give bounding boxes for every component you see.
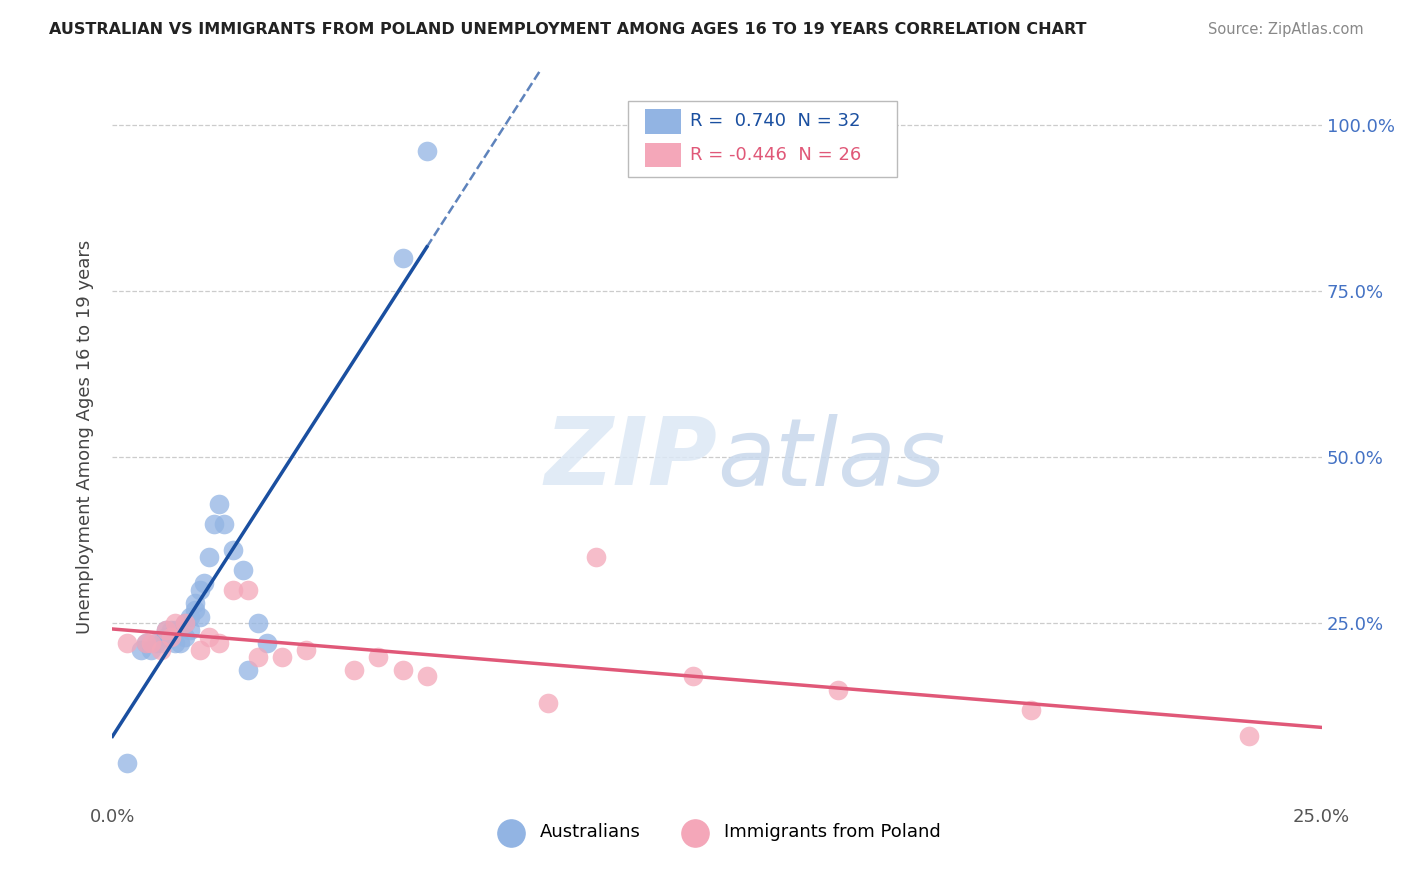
Text: Source: ZipAtlas.com: Source: ZipAtlas.com	[1208, 22, 1364, 37]
Point	[183, 603, 205, 617]
Point	[131, 643, 153, 657]
Point	[343, 663, 366, 677]
Point	[391, 663, 413, 677]
Point	[141, 643, 163, 657]
Point	[188, 582, 211, 597]
Point	[149, 643, 172, 657]
Point	[585, 549, 607, 564]
Point	[202, 516, 225, 531]
Point	[222, 582, 245, 597]
Point	[145, 636, 167, 650]
Point	[141, 636, 163, 650]
Point	[198, 549, 221, 564]
Point	[246, 616, 269, 631]
Point	[367, 649, 389, 664]
Text: atlas: atlas	[717, 414, 945, 505]
Point	[165, 636, 187, 650]
Text: R = -0.446  N = 26: R = -0.446 N = 26	[690, 145, 862, 164]
Point	[169, 636, 191, 650]
Point	[174, 616, 197, 631]
Point	[208, 636, 231, 650]
Point	[1021, 703, 1043, 717]
Point	[391, 251, 413, 265]
Text: R =  0.740  N = 32: R = 0.740 N = 32	[690, 112, 860, 130]
Y-axis label: Unemployment Among Ages 16 to 19 years: Unemployment Among Ages 16 to 19 years	[76, 240, 94, 634]
Point	[135, 636, 157, 650]
Point	[232, 563, 254, 577]
Point	[236, 582, 259, 597]
Point	[149, 636, 172, 650]
Point	[159, 623, 181, 637]
Point	[212, 516, 235, 531]
Point	[416, 144, 439, 158]
Point	[295, 643, 318, 657]
Point	[159, 630, 181, 644]
Point	[155, 623, 177, 637]
Legend: Australians, Immigrants from Poland: Australians, Immigrants from Poland	[486, 816, 948, 848]
Point	[1237, 729, 1260, 743]
Point	[236, 663, 259, 677]
FancyBboxPatch shape	[627, 102, 897, 177]
Point	[165, 616, 187, 631]
Point	[135, 636, 157, 650]
Point	[222, 543, 245, 558]
FancyBboxPatch shape	[644, 110, 681, 134]
Point	[827, 682, 849, 697]
Point	[174, 616, 197, 631]
Point	[179, 623, 201, 637]
Text: ZIP: ZIP	[544, 413, 717, 505]
Point	[256, 636, 278, 650]
Point	[537, 696, 560, 710]
Point	[270, 649, 292, 664]
Point	[179, 609, 201, 624]
Point	[198, 630, 221, 644]
Point	[155, 630, 177, 644]
Point	[115, 756, 138, 770]
Point	[682, 669, 704, 683]
FancyBboxPatch shape	[644, 143, 681, 167]
Point	[165, 623, 187, 637]
Point	[416, 669, 439, 683]
Point	[188, 643, 211, 657]
Point	[183, 596, 205, 610]
Point	[208, 497, 231, 511]
Point	[193, 576, 215, 591]
Point	[115, 636, 138, 650]
Point	[246, 649, 269, 664]
Point	[174, 630, 197, 644]
Text: AUSTRALIAN VS IMMIGRANTS FROM POLAND UNEMPLOYMENT AMONG AGES 16 TO 19 YEARS CORR: AUSTRALIAN VS IMMIGRANTS FROM POLAND UNE…	[49, 22, 1087, 37]
Point	[155, 623, 177, 637]
Point	[188, 609, 211, 624]
